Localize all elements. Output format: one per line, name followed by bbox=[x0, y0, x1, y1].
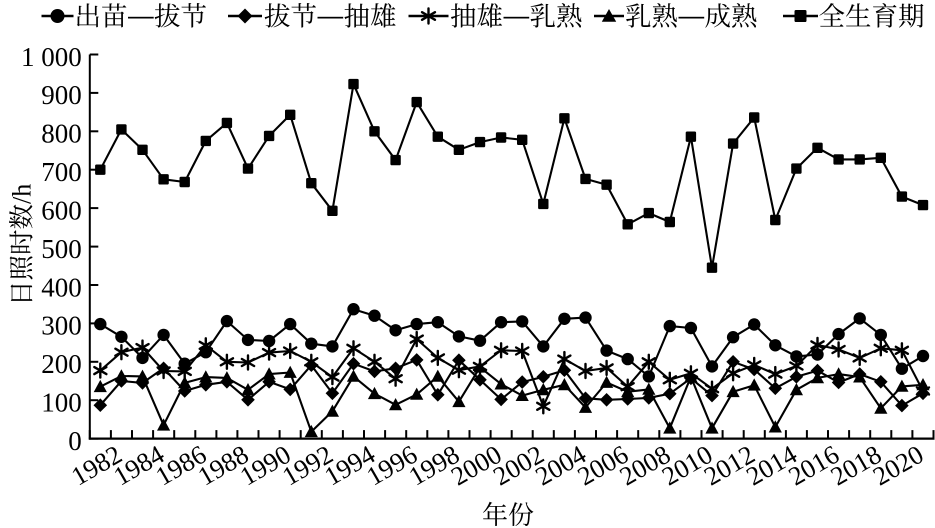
svg-text:100: 100 bbox=[41, 388, 82, 418]
svg-text:/h: /h bbox=[8, 184, 37, 204]
svg-text:1 000: 1 000 bbox=[21, 42, 82, 72]
svg-text:700: 700 bbox=[41, 157, 82, 187]
svg-text:800: 800 bbox=[41, 119, 82, 149]
svg-text:200: 200 bbox=[41, 349, 82, 379]
svg-text:0: 0 bbox=[68, 426, 82, 456]
svg-text:500: 500 bbox=[41, 234, 82, 264]
svg-text:300: 300 bbox=[41, 311, 82, 341]
svg-text:600: 600 bbox=[41, 195, 82, 225]
svg-text:900: 900 bbox=[41, 80, 82, 110]
svg-text:400: 400 bbox=[41, 272, 82, 302]
